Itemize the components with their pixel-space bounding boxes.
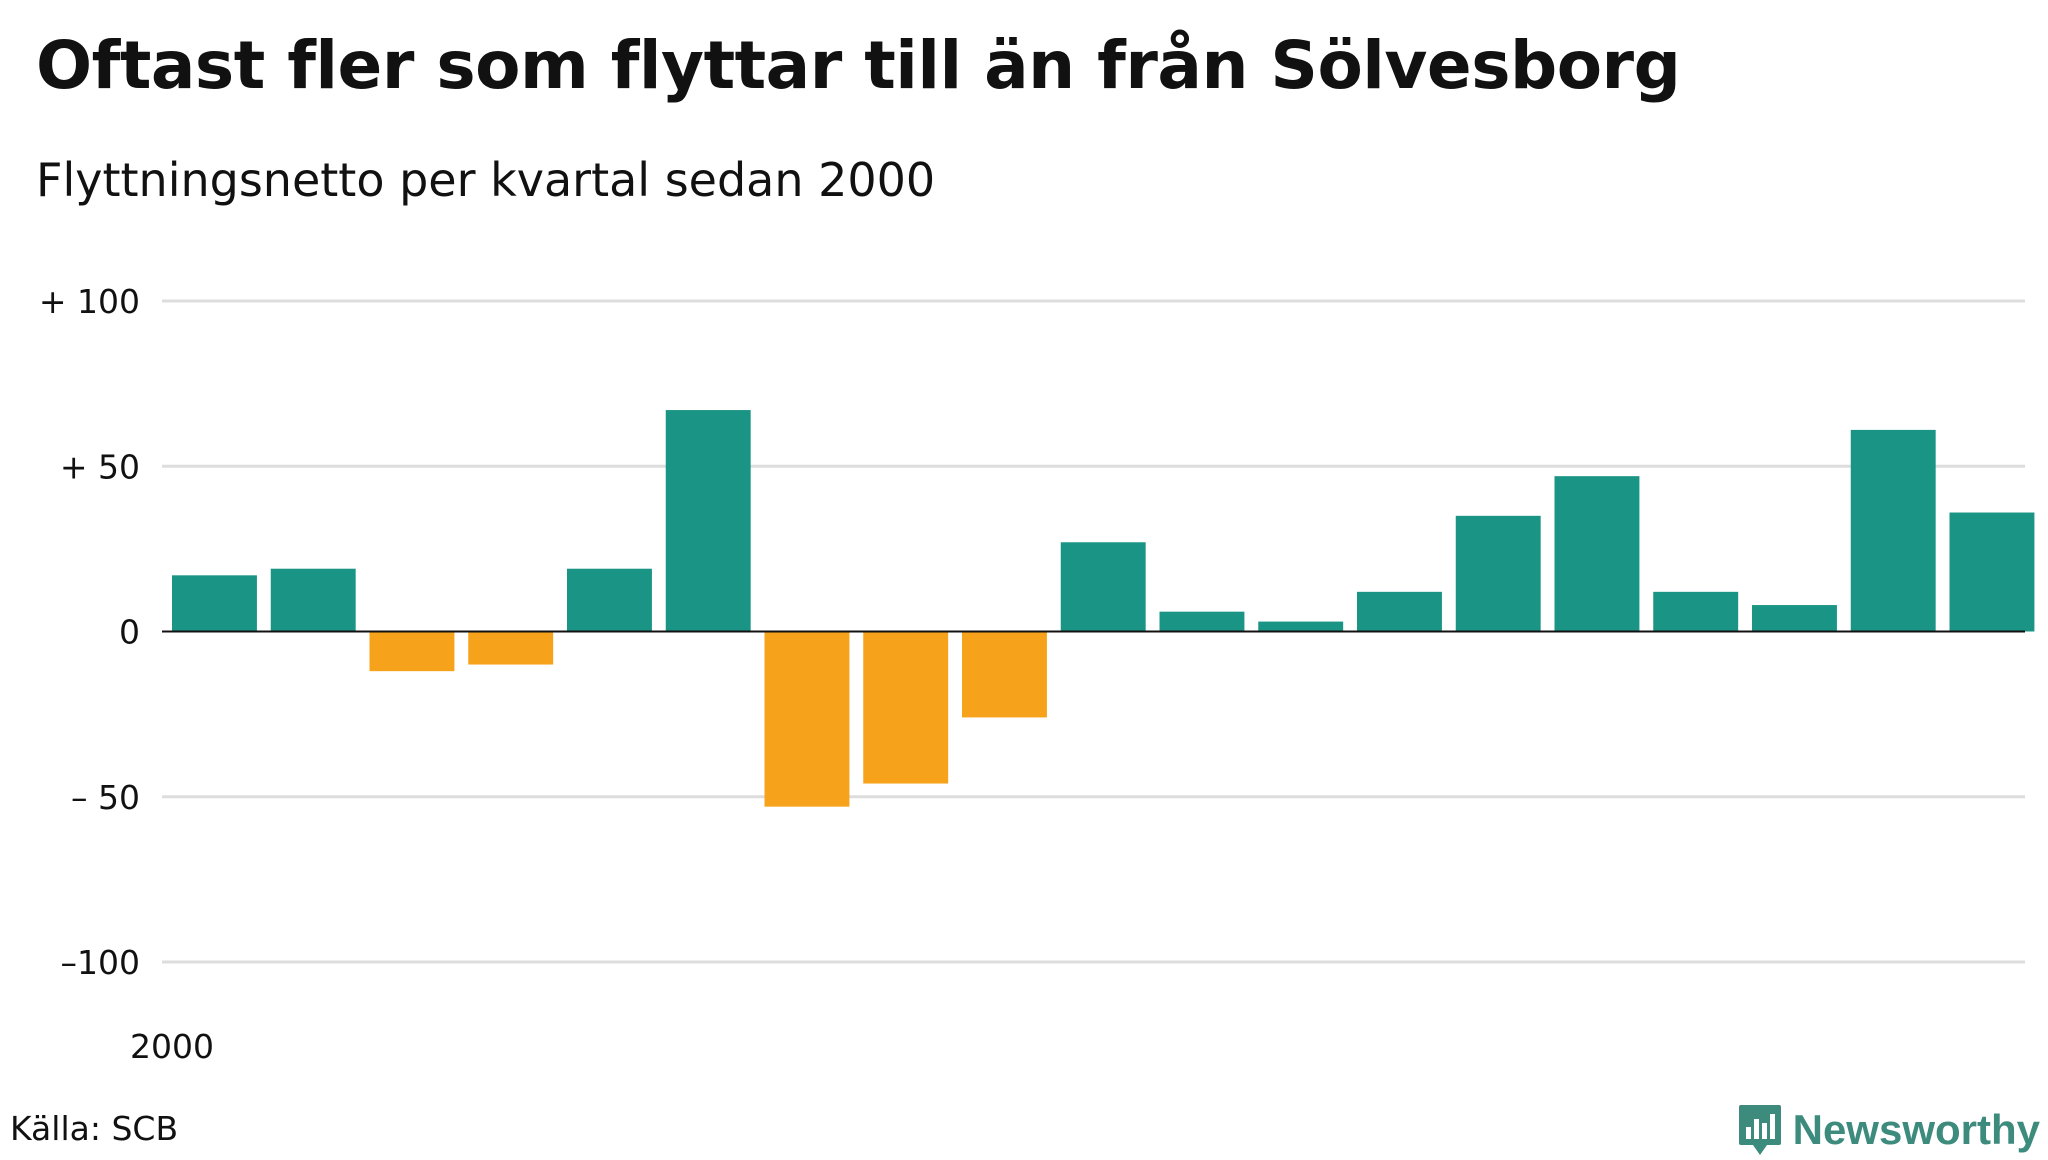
bar [1653,591,1739,632]
y-tick-label: – 50 [71,778,140,817]
chart-title: Oftast fler som flyttar till än från Söl… [36,27,1681,104]
bar [270,568,356,632]
bar-chart-speech-bubble-icon [1738,1105,1781,1155]
bar [1752,605,1837,632]
source-note: Källa: SCB [10,1109,179,1148]
x-axis-tick-labels: 20002005201020152020 [130,1027,214,1066]
bar [468,631,554,665]
y-tick-label: 0 [119,613,140,652]
grid-lines [162,299,2025,964]
bar [962,631,1047,718]
bar [1357,591,1442,632]
y-tick-label: + 50 [60,447,140,486]
bar [863,631,949,784]
y-tick-label: + 100 [39,282,140,321]
brand-name: Newsworthy [1792,1106,2040,1153]
chart-subtitle: Flyttningsnetto per kvartal sedan 2000 [36,153,936,207]
bar [567,568,652,632]
bar [1850,429,1936,632]
newsworthy-logo[interactable]: Newsworthy [1737,1100,2040,1160]
bar [1949,512,2035,632]
bars [172,410,2035,807]
bar [764,631,850,807]
bar [369,631,455,672]
bar [1455,515,1541,632]
bar [1554,476,1640,632]
bar [1159,611,1245,632]
bar [172,575,257,632]
bar [1258,621,1344,632]
y-tick-label: –100 [61,943,141,982]
bar [665,410,751,632]
y-axis-tick-labels: + 100 + 50 0 – 50 –100 [39,282,140,982]
x-tick-label: 2000 [130,1027,214,1066]
bar [1060,542,1146,632]
